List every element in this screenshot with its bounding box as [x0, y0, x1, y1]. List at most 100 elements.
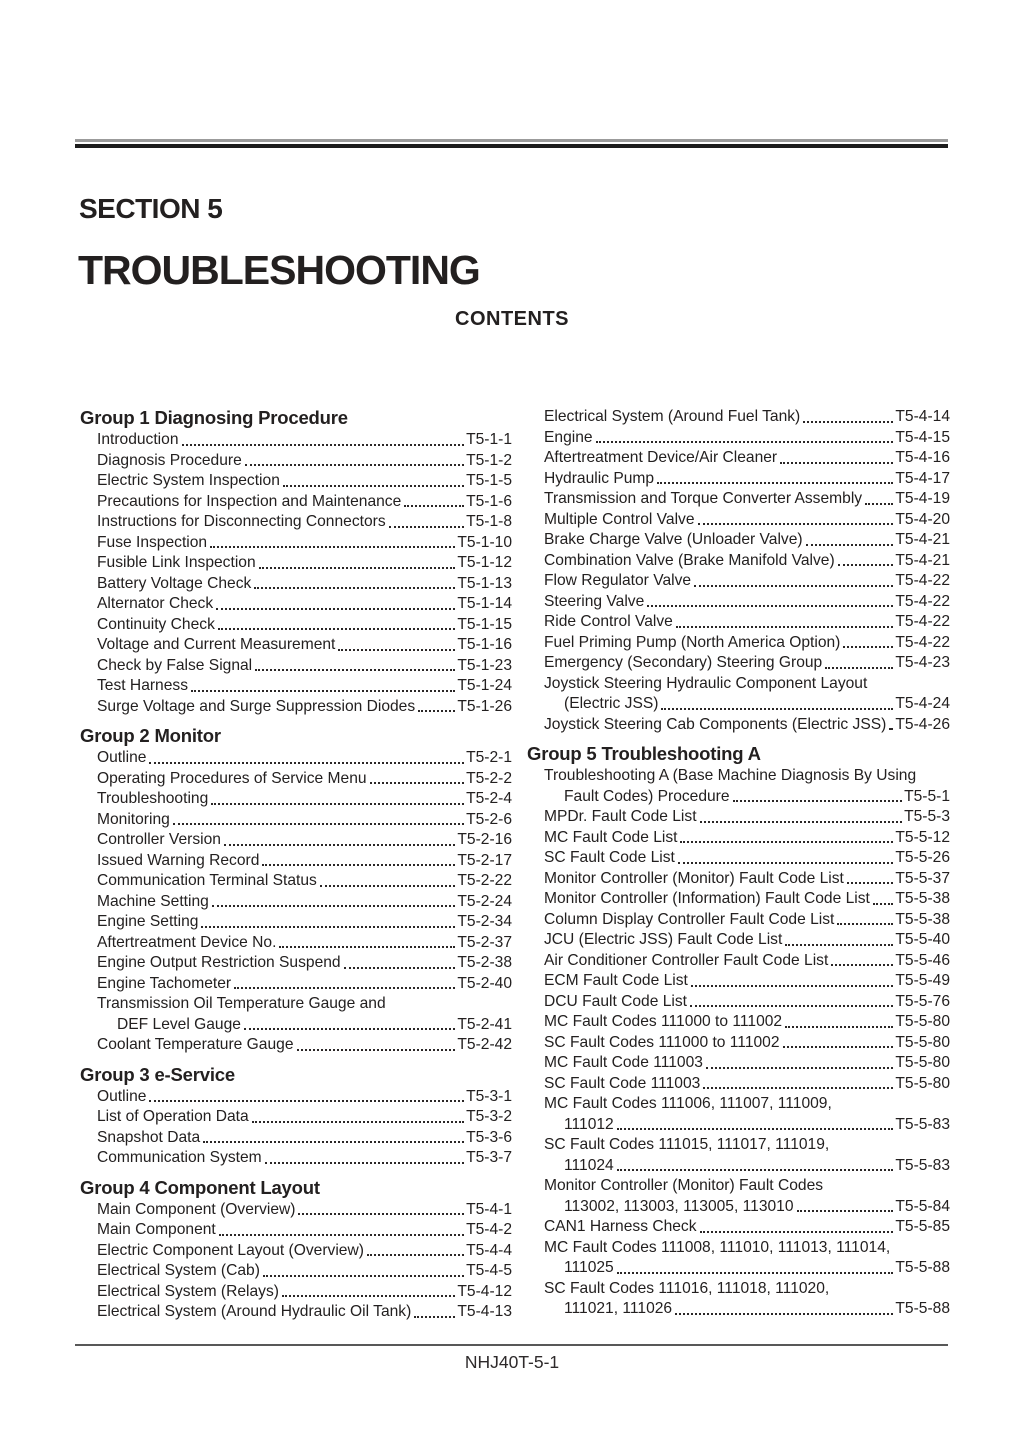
toc-entry: MC Fault Codes 111000 to 111002 T5-5-80 [527, 1012, 950, 1033]
dot-leader [677, 861, 894, 864]
toc-entry-label: Fuse Inspection [97, 533, 208, 551]
dot-leader [218, 1233, 465, 1236]
dot-leader [191, 689, 456, 692]
toc-entry-label: Continuity Check [97, 615, 215, 633]
toc-entry-label: SC Fault Codes 111016, 111018, 111020, [544, 1279, 830, 1297]
page-number: T5-4-22 [895, 572, 950, 589]
dot-leader [690, 1005, 894, 1007]
dot-leader [697, 523, 894, 525]
toc-entry-label: MC Fault Codes 111008, 111010, 111013, 1… [544, 1238, 891, 1256]
toc-entry: SC Fault Code 111003 T5-5-80 [527, 1074, 950, 1095]
toc-entry: Communication System T5-3-7 [80, 1148, 512, 1169]
page-number: T5-5-3 [904, 808, 950, 825]
toc-entry-label: Engine [544, 428, 593, 446]
toc-group: Group 3 e-Service Outline T5-3-1 List of Op… [80, 1064, 512, 1169]
toc-entry: Outline T5-3-1 [80, 1087, 512, 1108]
toc-entry-label: MC Fault Codes 111006, 111007, 111009, [544, 1095, 832, 1112]
toc-entry: Alternator Check T5-1-14 [80, 594, 512, 615]
toc-entry-label: ECM Fault Code List [544, 972, 688, 989]
dot-leader [172, 823, 465, 825]
page-title: TROUBLESHOOTING [78, 247, 481, 293]
dot-leader [846, 882, 894, 884]
contents-heading: CONTENTS [455, 308, 569, 330]
toc-entry-label: Controller Version [97, 831, 221, 848]
toc-entry-label: Instructions for Disconnecting Connector… [97, 513, 386, 530]
dot-leader [680, 841, 894, 843]
dot-leader [201, 925, 456, 928]
footer-rule [75, 1344, 948, 1346]
toc-entry: MC Fault Codes 111008, 111010, 111013, 1… [527, 1238, 950, 1259]
toc-entry: Electric System Inspection T5-1-5 [80, 471, 512, 492]
toc-entry-label: Check by False Signal [97, 656, 253, 674]
toc-entry-label: Joystick Steering Cab Components (Electr… [544, 715, 887, 733]
toc-entry-label: Outline [97, 1087, 147, 1105]
toc-entry-label: List of Operation Data [97, 1108, 249, 1125]
toc-entry-label: DEF Level Gauge [117, 1015, 241, 1033]
page-number: T5-1-8 [466, 513, 512, 530]
toc-entry: MC Fault Codes 111006, 111007, 111009, [527, 1094, 950, 1115]
page-number: T5-1-24 [457, 677, 512, 694]
dot-leader [319, 884, 456, 887]
toc-entry-label: Fusible Link Inspection [97, 554, 256, 571]
toc-entry-label: Steering Valve [544, 592, 645, 610]
toc-entry-label: Brake Charge Valve (Unloader Valve) [544, 531, 803, 548]
dot-leader [661, 707, 894, 710]
dot-leader [705, 1066, 894, 1069]
toc-entry-label: MC Fault Codes 111000 to 111002 [544, 1013, 783, 1030]
page-number: T5-4-16 [895, 449, 950, 466]
toc-entry: Voltage and Current Measurement T5-1-16 [80, 635, 512, 656]
toc-entry-label: Electrical System (Around Hydraulic Oil … [97, 1303, 412, 1320]
dot-leader [211, 905, 456, 907]
toc-entry: 113002, 113003, 113005, 113010 T5-5-84 [527, 1197, 950, 1218]
page-number: T5-5-80 [895, 1033, 950, 1051]
page-number: T5-1-13 [457, 574, 512, 592]
dot-leader [262, 1274, 465, 1277]
toc-entry-label: Electrical System (Relays) [97, 1282, 279, 1300]
dot-leader [234, 987, 456, 989]
dot-leader [181, 443, 465, 446]
toc-entry: Main Component T5-4-2 [80, 1220, 512, 1241]
toc-entry-label: Air Conditioner Controller Fault Code Li… [544, 951, 829, 969]
page-number: T5-4-26 [895, 715, 950, 733]
page-number: T5-5-49 [895, 972, 950, 989]
dot-leader [296, 1048, 456, 1051]
dot-leader [211, 802, 465, 805]
page-number: T5-2-37 [457, 933, 512, 951]
toc-entry-label: Snapshot Data [97, 1128, 201, 1146]
toc-entry: Ride Control Valve T5-4-22 [527, 612, 950, 633]
toc-entry: Emergency (Secondary) Steering Group T5-4… [527, 653, 950, 674]
toc-entry-label: Battery Voltage Check [97, 574, 252, 592]
page-number: T5-5-85 [895, 1218, 950, 1235]
page-number: T5-5-40 [895, 931, 950, 948]
toc-entry: 111024 T5-5-83 [527, 1156, 950, 1177]
toc-entry-label: Voltage and Current Measurement [97, 636, 336, 653]
toc-entry: Electrical System (Relays) T5-4-12 [80, 1282, 512, 1303]
toc-entry-label: Aftertreatment Device/Air Cleaner [544, 449, 778, 466]
toc-entry-label: Alternator Check [97, 595, 214, 612]
toc-entry-label: Precautions for Inspection and Maintenan… [97, 492, 402, 510]
page-number: T5-4-21 [895, 531, 950, 548]
page-number: T5-4-14 [895, 408, 950, 425]
toc-entry: JCU (Electric JSS) Fault Code List T5-5-4… [527, 930, 950, 951]
toc-entry-label: (Electric JSS) [564, 695, 659, 712]
dot-leader [282, 484, 465, 487]
toc-entry: Engine Tachometer T5-2-40 [80, 974, 512, 995]
page-number: T5-1-1 [466, 431, 512, 448]
dot-leader [699, 820, 903, 823]
page-number: T5-5-12 [895, 828, 950, 846]
page-number: T5-5-83 [895, 1115, 950, 1133]
dot-leader [732, 800, 903, 802]
toc-entry: Aftertreatment Device/Air Cleaner T5-4-16 [527, 448, 950, 469]
toc-entry-label: Flow Regulator Valve [544, 572, 692, 589]
toc-entry: Battery Voltage Check T5-1-13 [80, 574, 512, 595]
toc-entry-label: Multiple Control Valve [544, 510, 695, 528]
page-number: T5-5-80 [895, 1054, 950, 1071]
toc-entry: Issued Warning Record T5-2-17 [80, 851, 512, 872]
dot-leader [149, 1100, 465, 1102]
toc-entry-label: 113002, 113003, 113005, 113010 [564, 1197, 794, 1215]
toc-entry: Monitoring T5-2-6 [80, 810, 512, 831]
toc-entry: Outline T5-2-1 [80, 748, 512, 769]
header-rule-top [75, 139, 948, 142]
page-number: T5-4-19 [895, 490, 950, 507]
dot-leader [210, 546, 456, 548]
